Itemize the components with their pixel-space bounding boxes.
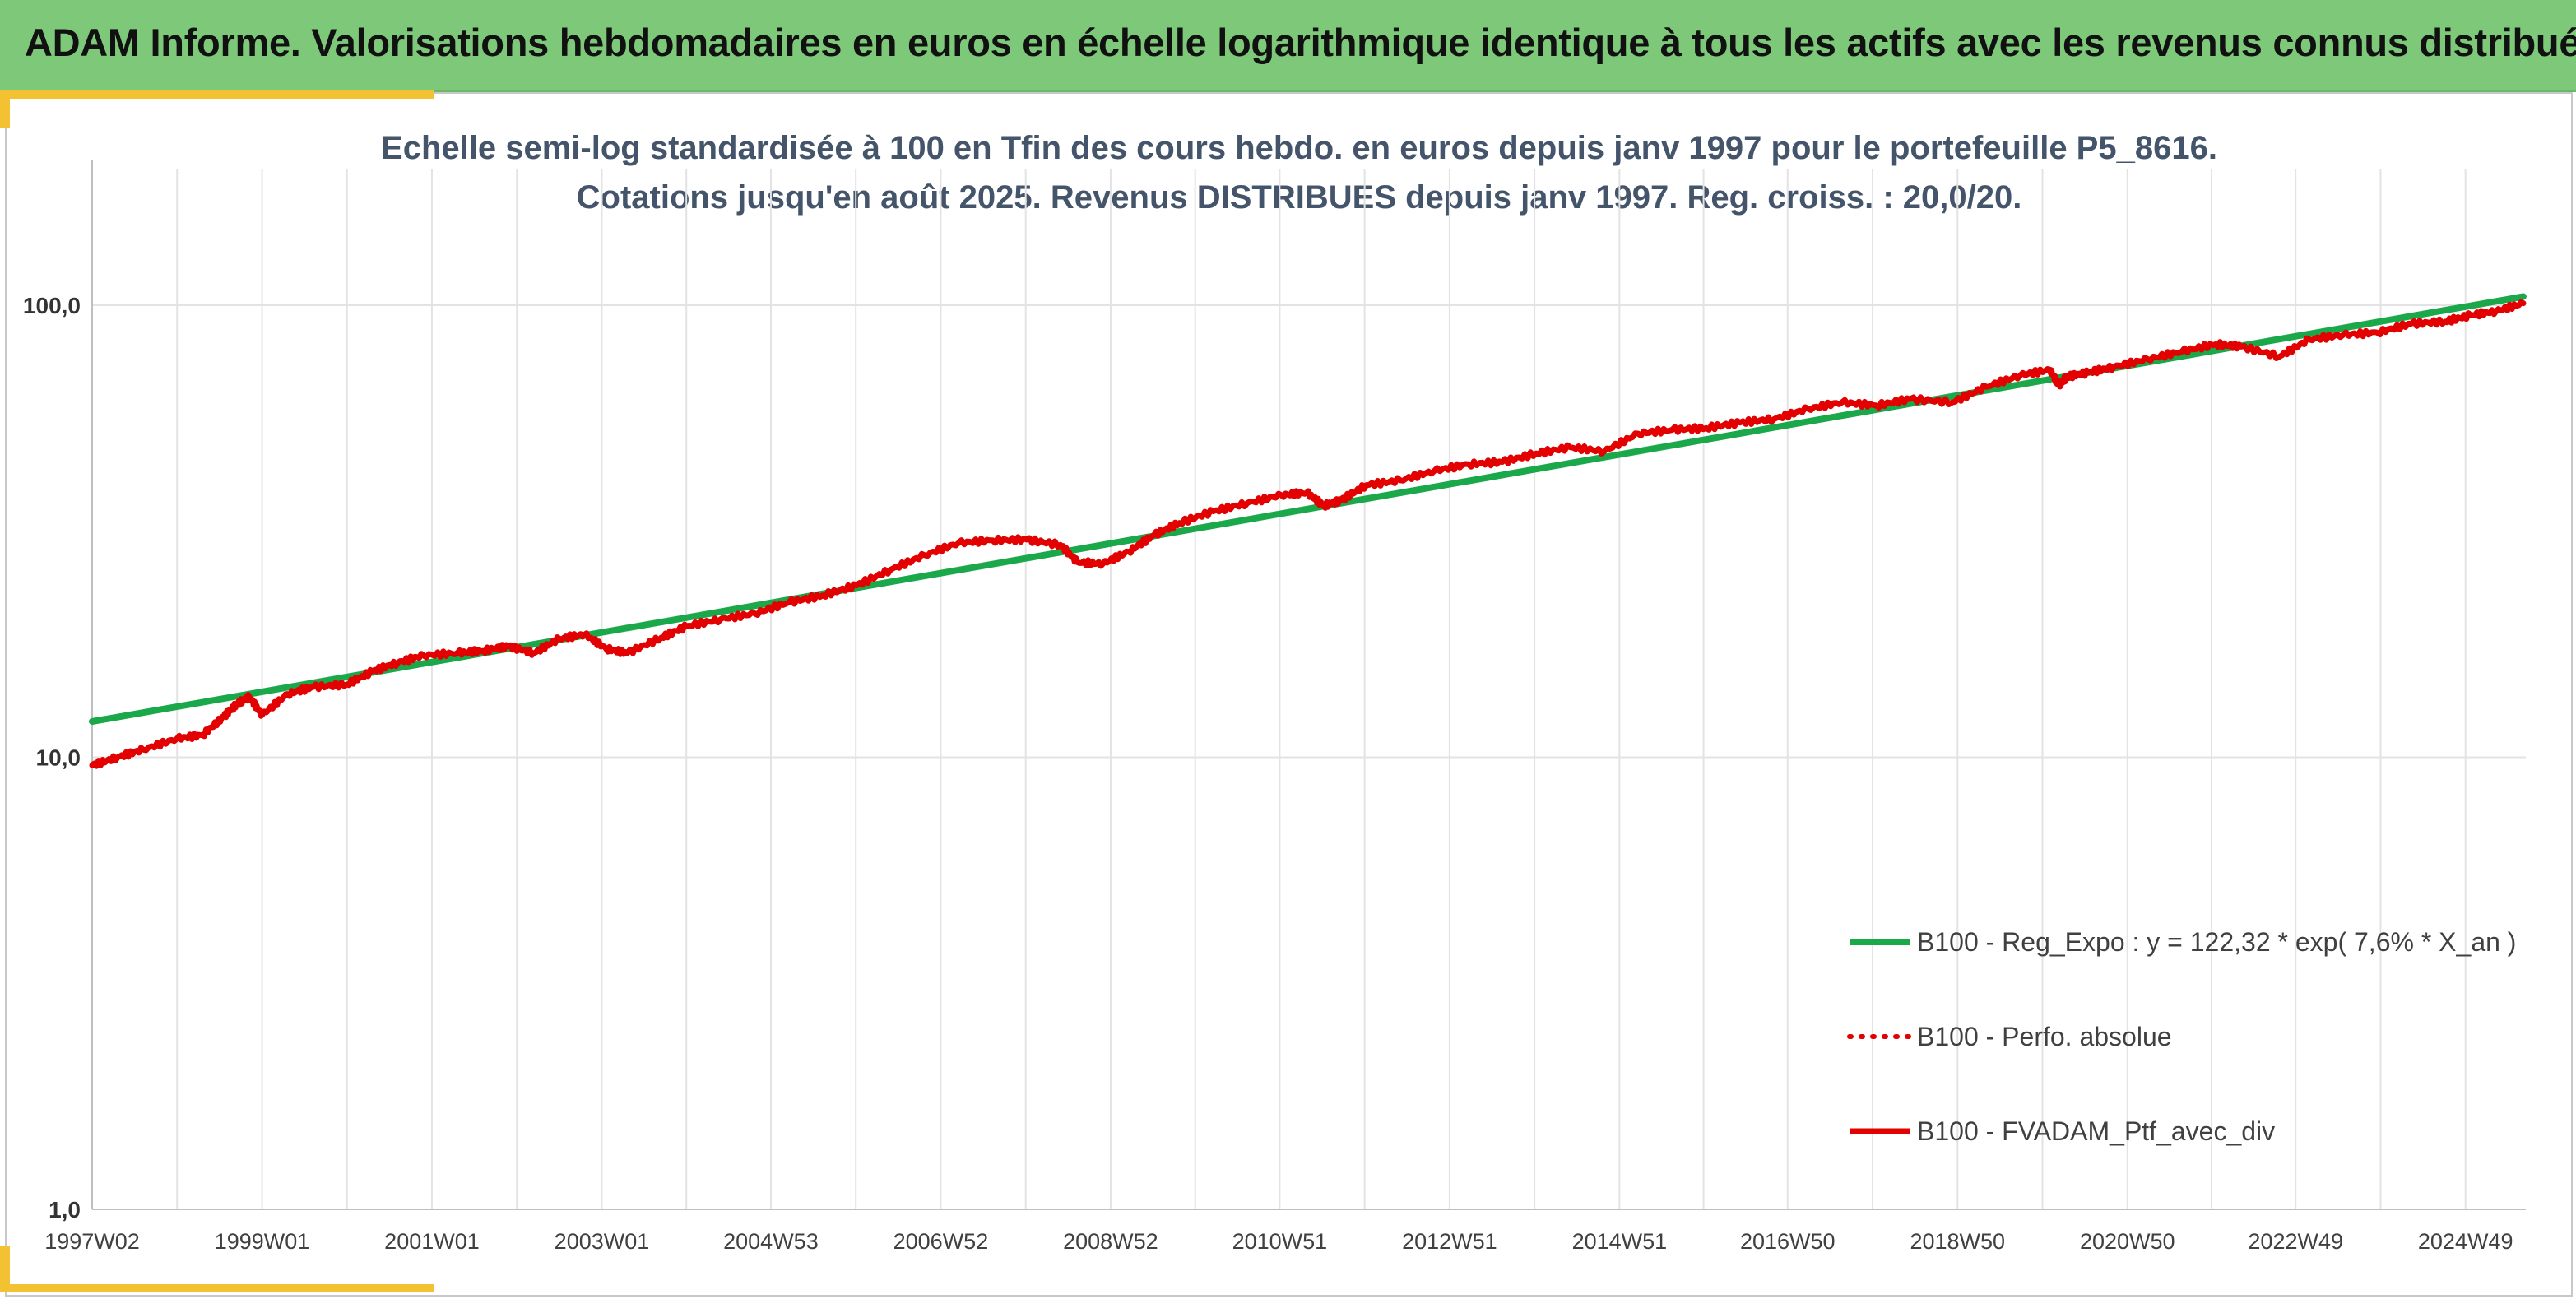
- series-line-2: [89, 299, 2527, 769]
- x-tick-label: 2006W52: [893, 1229, 989, 1254]
- accent-bar-left-bottom: [0, 1246, 10, 1292]
- x-tick-label: 1999W01: [215, 1229, 310, 1254]
- x-tick-label: 1997W02: [44, 1229, 140, 1254]
- x-tick-label: 2003W01: [555, 1229, 650, 1254]
- x-tick-label: 2004W53: [723, 1229, 819, 1254]
- y-tick-label: 1,0: [49, 1197, 81, 1222]
- y-tick-label: 100,0: [23, 293, 81, 318]
- x-tick-label: 2010W51: [1232, 1229, 1328, 1254]
- legend-label-2: B100 - FVADAM_Ptf_avec_div: [1917, 1116, 2275, 1146]
- x-tick-label: 2014W51: [1572, 1229, 1668, 1254]
- grid-lines: [91, 169, 2526, 1210]
- accent-bar-left-top: [0, 90, 10, 128]
- title-banner: ADAM Informe. Valorisations hebdomadaire…: [0, 0, 2576, 92]
- x-tick-label: 2008W52: [1063, 1229, 1158, 1254]
- x-tick-label: 2020W50: [2080, 1229, 2175, 1254]
- x-tick-label: 2012W51: [1402, 1229, 1497, 1254]
- legend: B100 - Reg_Expo : y = 122,32 * exp( 7,6%…: [1847, 927, 2516, 1146]
- chart-subtitle-line-2: Cotations jusqu'en août 2025. Revenus DI…: [577, 179, 2022, 216]
- x-tick-label: 2024W49: [2418, 1229, 2513, 1254]
- x-tick-label: 2018W50: [1910, 1229, 2005, 1254]
- y-tick-label: 10,0: [36, 745, 81, 771]
- x-tick-label: 2022W49: [2248, 1229, 2343, 1254]
- legend-label-1: B100 - Perfo. absolue: [1917, 1022, 2172, 1051]
- legend-label-0: B100 - Reg_Expo : y = 122,32 * exp( 7,6%…: [1917, 927, 2516, 957]
- x-tick-label: 2001W01: [384, 1229, 480, 1254]
- axes: 1,0 10,0 100,0 1997W02 1999W01 2001W01 2003W01…: [23, 160, 2526, 1254]
- chart-frame: [5, 92, 2573, 1297]
- x-tick-label: 2016W50: [1740, 1229, 1836, 1254]
- accent-bar-top: [0, 90, 434, 99]
- accent-bar-bottom: [0, 1284, 434, 1292]
- chart-subtitle-line-1: Echelle semi-log standardisée à 100 en T…: [381, 130, 2217, 166]
- page-title: ADAM Informe. Valorisations hebdomadaire…: [25, 21, 2576, 64]
- series-lines: [89, 293, 2527, 769]
